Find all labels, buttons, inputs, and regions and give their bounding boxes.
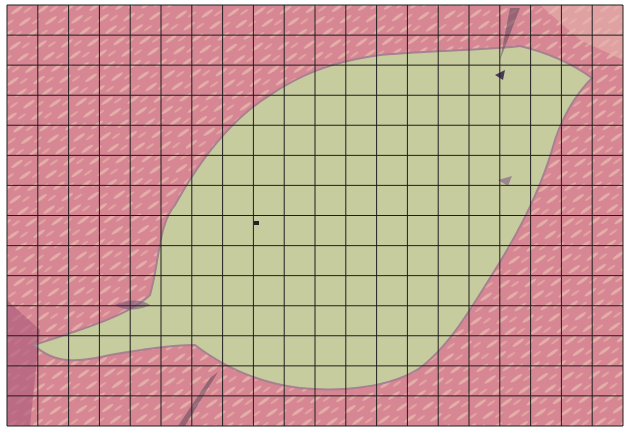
lumen: [32, 44, 594, 391]
debris: [498, 176, 512, 186]
fold: [178, 372, 218, 426]
grid-overlay: [6, 4, 624, 427]
debris: [115, 300, 150, 310]
particle: [254, 221, 259, 225]
dark-region: [7, 300, 40, 426]
pale-region: [540, 5, 623, 60]
fold: [500, 8, 520, 60]
